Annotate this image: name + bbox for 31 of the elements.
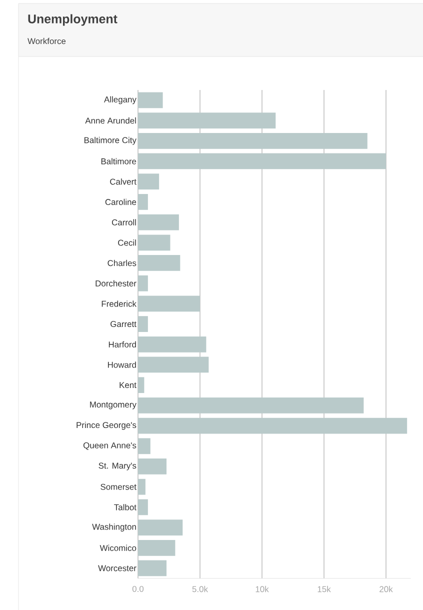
y-tick-label: Washington [92, 524, 136, 532]
y-tick-label: Prince George's [76, 422, 136, 430]
y-tick-label: Garrett [110, 321, 136, 328]
y-tick-label: Carroll [112, 219, 136, 226]
y-tick-label: Caroline [105, 198, 136, 206]
y-tick-label: Baltimore [101, 158, 136, 164]
y-tick-label: Queen Anne's [83, 442, 136, 450]
y-tick-label: Dorchester [96, 280, 136, 286]
y-tick-label: Charles [108, 260, 136, 266]
y-tick-label: Frederick [102, 300, 136, 307]
y-tick-label: Harford [108, 341, 136, 348]
x-tick-label: 0.0 [132, 586, 144, 592]
y-tick-label: Allegany [104, 96, 136, 104]
x-tick-label: 5.0k [192, 586, 208, 592]
y-tick-label: Calvert [110, 178, 136, 185]
y-tick-label: Howard [108, 362, 136, 368]
y-tick-label: Worcester [98, 565, 136, 572]
y-tick-label: Baltimore City [84, 136, 136, 145]
y-tick-label: Kent [120, 382, 136, 388]
y-tick-label: St. Mary's [98, 462, 136, 470]
y-tick-label: Anne Arundel [85, 117, 136, 124]
text: Workforce [28, 38, 66, 44]
y-tick-label: Cecil [118, 240, 136, 246]
y-tick-label: Wicomico [100, 544, 136, 551]
y-tick-label: Talbot [114, 504, 136, 510]
x-tick-label: 10k [256, 586, 269, 592]
chart-title: Unemployment [28, 14, 118, 26]
y-tick-label: Montgomery [90, 402, 136, 410]
y-tick-label: Somerset [100, 484, 136, 490]
x-tick-label: 20k [380, 586, 393, 592]
x-tick-label: 15k [318, 586, 331, 592]
